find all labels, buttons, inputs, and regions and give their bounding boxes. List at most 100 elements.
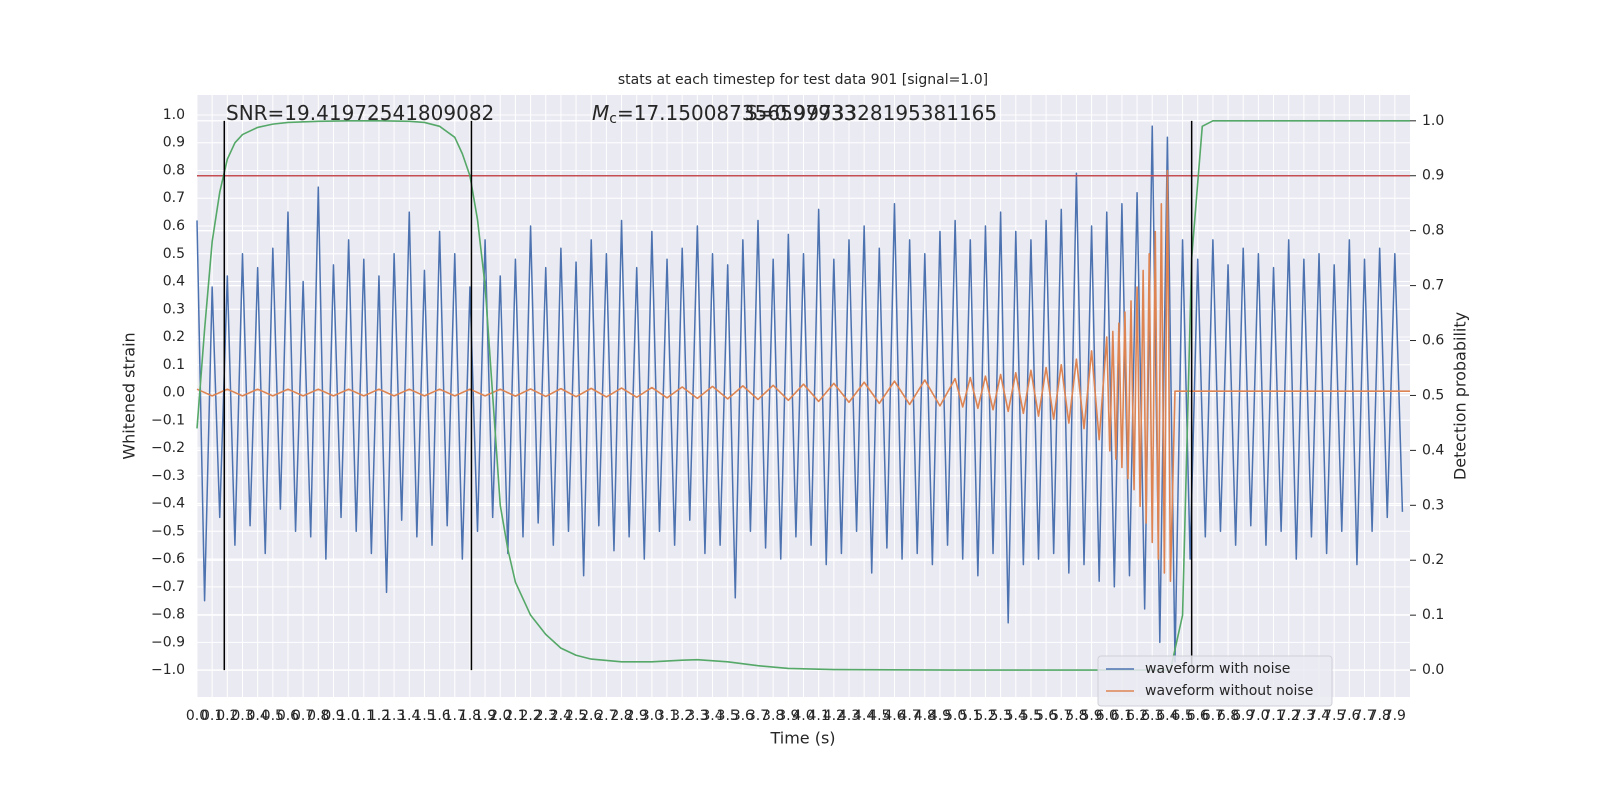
y2-tick-label: 0.8 — [1422, 223, 1444, 239]
series-line — [196, 120, 1410, 671]
y-tick-label: 0.2 — [163, 329, 185, 345]
y-tick-label: 0.8 — [163, 162, 185, 178]
legend-box — [1097, 655, 1333, 707]
y-tick-label: −0.4 — [151, 496, 185, 512]
x-tick-label: 2.7 — [595, 708, 617, 724]
series-line — [196, 169, 1410, 583]
y-tick-label: 0.4 — [163, 274, 185, 290]
y-tick-label: −1.0 — [151, 662, 185, 678]
x-tick-label: 3.9 — [777, 708, 799, 724]
x-tick-label: 0.1 — [201, 708, 223, 724]
marks — [196, 120, 1410, 671]
y-tick-label: 0.0 — [163, 385, 185, 401]
y-tick-label: 1.0 — [163, 107, 185, 123]
x-tick-label: 3.4 — [701, 708, 723, 724]
legend-label: waveform with noise — [1145, 661, 1290, 677]
x-tick-label: 7.0 — [1247, 708, 1269, 724]
x-tick-label: 2.9 — [626, 708, 648, 724]
series-line — [196, 125, 1404, 663]
x-tick-label: 1.7 — [444, 708, 466, 724]
x-tick-label: 1.8 — [459, 708, 481, 724]
x-tick-label: 7.2 — [1278, 708, 1300, 724]
x-tick-label: 4.1 — [808, 708, 830, 724]
x-tick-label: 2.3 — [535, 708, 557, 724]
x-tick-label: 5.8 — [1065, 708, 1087, 724]
grid — [196, 95, 1410, 697]
y-tick-label: 0.5 — [163, 246, 185, 262]
x-tick-label: 6.2 — [1126, 708, 1148, 724]
labels: 0.00.10.20.30.40.50.60.70.80.91.01.11.21… — [151, 101, 1444, 725]
y2-tick-label: 0.3 — [1422, 497, 1444, 513]
x-tick-label: 2.4 — [550, 708, 572, 724]
x-tick-label: 5.5 — [1020, 708, 1042, 724]
y2-tick-label: 0.2 — [1422, 552, 1444, 568]
x-tick-label: 0.4 — [247, 708, 269, 724]
x-tick-label: 7.3 — [1293, 708, 1315, 724]
annotation-subscript: c — [609, 111, 617, 127]
annotation-symbol: M — [592, 101, 609, 125]
x-tick-label: 0.5 — [262, 708, 284, 724]
x-tick-label: 6.0 — [1096, 708, 1118, 724]
x-tick-label: 7.7 — [1353, 708, 1375, 724]
x-tick-label: 5.1 — [959, 708, 981, 724]
x-tick-label: 7.8 — [1369, 708, 1391, 724]
x-tick-label: 7.5 — [1323, 708, 1345, 724]
x-tick-label: 4.2 — [823, 708, 845, 724]
x-tick-label: 2.0 — [489, 708, 511, 724]
x-tick-label: 7.6 — [1338, 708, 1360, 724]
x-tick-label: 3.7 — [747, 708, 769, 724]
x-tick-label: 5.9 — [1080, 708, 1102, 724]
chart-title: stats at each timestep for test data 901… — [618, 72, 988, 88]
y-tick-label: −0.9 — [151, 634, 185, 650]
x-tick-label: 6.5 — [1171, 708, 1193, 724]
x-tick-label: 0.3 — [231, 708, 253, 724]
y-tick-label: −0.1 — [151, 412, 185, 428]
x-tick-label: 2.1 — [504, 708, 526, 724]
y2-tick-label: 0.0 — [1422, 662, 1444, 678]
x-tick-label: 3.8 — [762, 708, 784, 724]
x-tick-label: 2.2 — [519, 708, 541, 724]
x-tick-label: 3.2 — [671, 708, 693, 724]
annotation: SNR=19.41972541809082 — [226, 101, 494, 125]
x-tick-label: 4.7 — [899, 708, 921, 724]
x-tick-label: 4.8 — [914, 708, 936, 724]
x-tick-label: 7.9 — [1384, 708, 1406, 724]
x-tick-label: 0.7 — [292, 708, 314, 724]
x-tick-label: 4.6 — [883, 708, 905, 724]
annotation-text: SNR=19.41972541809082 — [226, 101, 494, 125]
y-tick-label: −0.3 — [151, 468, 185, 484]
x-tick-label: 5.7 — [1050, 708, 1072, 724]
y-tick-label: 0.9 — [163, 135, 185, 151]
x-tick-label: 0.8 — [307, 708, 329, 724]
x-tick-label: 7.4 — [1308, 708, 1330, 724]
x-tick-label: 5.6 — [1035, 708, 1057, 724]
x-tick-label: 1.0 — [337, 708, 359, 724]
x-tick-label: 1.1 — [353, 708, 375, 724]
x-tick-label: 3.0 — [641, 708, 663, 724]
y2-tick-label: 0.4 — [1422, 442, 1444, 458]
y2-tick-label: 0.9 — [1422, 168, 1444, 184]
x-tick-label: 5.4 — [1005, 708, 1027, 724]
x-tick-label: 1.2 — [368, 708, 390, 724]
x-tick-label: 5.0 — [944, 708, 966, 724]
y-tick-label: −0.6 — [151, 551, 185, 567]
x-tick-label: 7.1 — [1262, 708, 1284, 724]
x-tick-label: 1.4 — [398, 708, 420, 724]
x-tick-label: 6.8 — [1217, 708, 1239, 724]
annotation-text: S=0.9973328195381165 — [745, 101, 997, 125]
x-tick-label: 5.2 — [974, 708, 996, 724]
y-tick-label: 0.7 — [163, 190, 185, 206]
annotation: Mc=17.150087356597933 — [592, 101, 856, 128]
y-tick-label: 0.3 — [163, 301, 185, 317]
legend-label: waveform without noise — [1145, 683, 1313, 699]
y2-tick-label: 0.6 — [1422, 333, 1444, 349]
x-tick-label: 4.0 — [792, 708, 814, 724]
x-tick-label: 4.3 — [838, 708, 860, 724]
annotation: S=0.9973328195381165 — [745, 101, 997, 125]
x-tick-label: 6.9 — [1232, 708, 1254, 724]
y2-tick-label: 0.1 — [1422, 607, 1444, 623]
y2-axis-title: Detection probability — [1451, 312, 1470, 480]
y-tick-label: −0.2 — [151, 440, 185, 456]
x-tick-label: 4.4 — [853, 708, 875, 724]
